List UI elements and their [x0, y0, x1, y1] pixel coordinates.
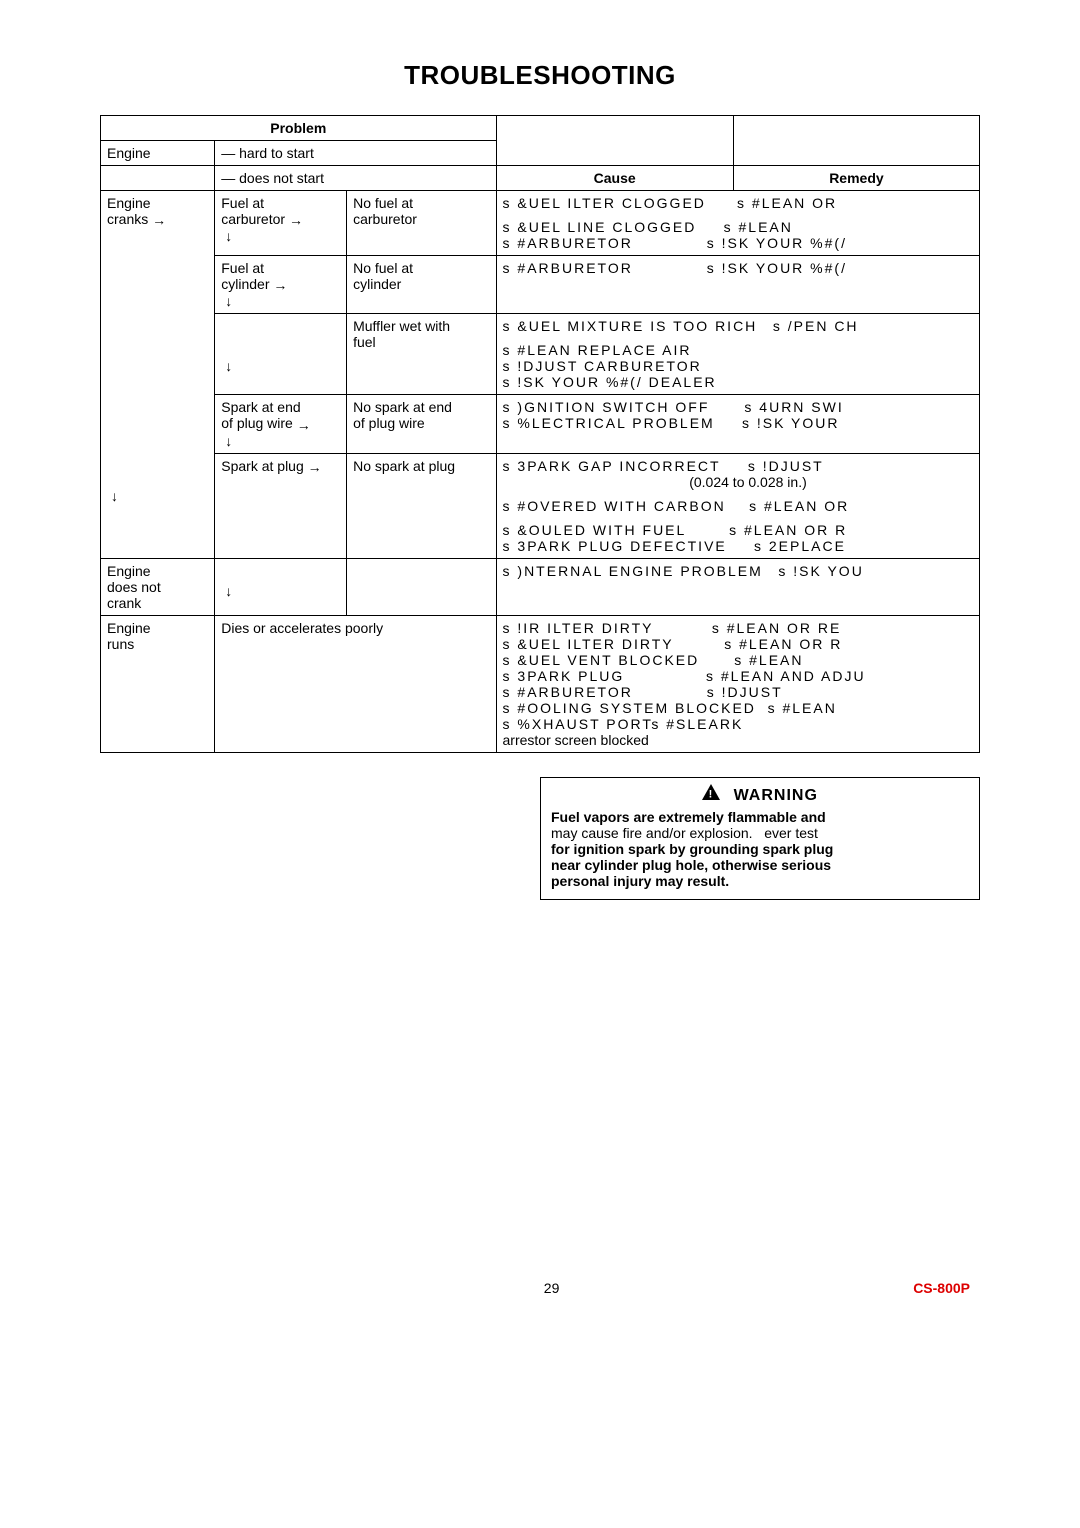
cell-muffler-b: fuel	[353, 334, 376, 350]
cell-hard: — hard to start	[215, 141, 496, 166]
remedy: !DJUST	[707, 684, 783, 700]
cell-cranks-a: Engine	[107, 195, 151, 211]
remedy: !DJUST	[748, 458, 824, 474]
cell-nosparkwire-b: of plug wire	[353, 415, 425, 431]
cause: %XHAUST PORTs #SLEARK	[503, 716, 744, 732]
arrow-down-icon: ↓	[221, 358, 340, 374]
cause: #ARBURETOR	[503, 684, 633, 700]
header-problem: Problem	[101, 116, 497, 141]
remedy: /PEN CH	[773, 318, 859, 334]
cell-sparkwire-a: Spark at end	[221, 399, 300, 415]
cause: #OVERED WITH CARBON	[503, 498, 726, 514]
remedy: #LEAN OR R	[729, 522, 847, 538]
cell-nocrank-c: crank	[107, 595, 141, 611]
arrow-down-icon: ↓	[221, 433, 340, 449]
warning-box: ! WARNING Fuel vapors are extremely flam…	[540, 777, 980, 900]
remedy: !SK YOU	[778, 563, 863, 579]
cell-engine: Engine	[101, 141, 215, 166]
cause: 3PARK PLUG	[503, 668, 625, 684]
arrow-right-icon: →	[289, 212, 303, 228]
arrow-right-icon: →	[152, 212, 166, 228]
cell-fuelcarb-b: carburetor	[221, 211, 285, 227]
cause: &UEL MIXTURE IS TOO RICH	[503, 318, 758, 334]
remedy: 2EPLACE	[754, 538, 846, 554]
page-title: TROUBLESHOOTING	[100, 60, 980, 91]
arrow-right-icon: →	[308, 459, 322, 475]
cell-runs-a: Engine	[107, 620, 151, 636]
remedy: !SK YOUR %#(/ DEALER	[503, 374, 717, 390]
cell-fuelcyl-a: Fuel at	[221, 260, 264, 276]
cause-sub: (0.024 to 0.028 in.)	[689, 474, 807, 490]
remedy: !SK YOUR %#(/	[707, 235, 847, 251]
arrow-down-icon: ↓	[221, 583, 340, 599]
remedy: #LEAN	[768, 700, 837, 716]
cause: #ARBURETOR	[503, 235, 633, 251]
cell-sparkwire-b: of plug wire	[221, 415, 293, 431]
troubleshooting-table: Problem Engine — hard to start — does no…	[100, 115, 980, 753]
svg-text:!: !	[709, 788, 714, 800]
cell-nosparkplug: No spark at plug	[353, 458, 455, 474]
cause-sub: arrestor screen blocked	[503, 732, 649, 748]
cell-nofuelcyl-b: cylinder	[353, 276, 401, 292]
remedy: !DJUST CARBURETOR	[503, 358, 702, 374]
remedy: !SK YOUR	[742, 415, 840, 431]
cause: !IR ILTER DIRTY	[503, 620, 654, 636]
remedy: #LEAN	[724, 219, 793, 235]
cell-fuelcyl-b: cylinder	[221, 276, 269, 292]
cause: 3PARK PLUG DEFECTIVE	[503, 538, 727, 554]
cell-cranks-b: cranks	[107, 211, 148, 227]
cell-nosparkwire-a: No spark at end	[353, 399, 452, 415]
cause: %LECTRICAL PROBLEM	[503, 415, 715, 431]
arrow-down-icon: ↓	[107, 488, 182, 504]
page-footer: 29 CS-800P	[100, 1280, 980, 1296]
arrow-right-icon: →	[273, 277, 287, 293]
remedy: #LEAN OR RE	[712, 620, 841, 636]
warning-icon: !	[702, 787, 725, 804]
cause: &OULED WITH FUEL	[503, 522, 687, 538]
cause: &UEL LINE CLOGGED	[503, 219, 697, 235]
cell-dies: Dies or accelerates poorly	[215, 615, 496, 752]
remedy: !SK YOUR %#(/	[707, 260, 847, 276]
cause: )GNITION SWITCH OFF	[503, 399, 710, 415]
remedy: #LEAN	[734, 652, 803, 668]
cell-muffler-a: Muffler wet with	[353, 318, 450, 334]
warning-text: Fuel vapors are extremely flammable and …	[551, 809, 969, 889]
remedy: #LEAN OR	[737, 195, 837, 211]
remedy: #LEAN AND ADJU	[706, 668, 866, 684]
cell-nofuelcyl-a: No fuel at	[353, 260, 413, 276]
cell-nofuelcarb-b: carburetor	[353, 211, 417, 227]
remedy: #LEAN OR R	[724, 636, 842, 652]
cell-nocrank-b: does not	[107, 579, 161, 595]
header-remedy: Remedy	[733, 166, 979, 191]
cause: )NTERNAL ENGINE PROBLEM	[503, 563, 763, 579]
remedy: #LEAN REPLACE AIR	[503, 342, 692, 358]
cell-sparkplug: Spark at plug	[221, 458, 304, 474]
arrow-right-icon: →	[297, 417, 311, 433]
warning-label: WARNING	[734, 787, 818, 804]
cause: 3PARK GAP INCORRECT	[503, 458, 721, 474]
arrow-down-icon: ↓	[221, 228, 340, 244]
cause: &UEL VENT BLOCKED	[503, 652, 700, 668]
arrow-down-icon: ↓	[221, 293, 340, 309]
cell-fuelcarb-a: Fuel at	[221, 195, 264, 211]
remedy: #LEAN OR	[749, 498, 849, 514]
cell-notstart: — does not start	[215, 166, 496, 191]
cause: &UEL ILTER CLOGGED	[503, 195, 706, 211]
cause: #ARBURETOR	[503, 260, 633, 276]
cause: &UEL ILTER DIRTY	[503, 636, 674, 652]
model-number: CS-800P	[913, 1280, 970, 1296]
cell-nofuelcarb-a: No fuel at	[353, 195, 413, 211]
cell-runs-b: runs	[107, 636, 134, 652]
cause: #OOLING SYSTEM BLOCKED	[503, 700, 756, 716]
header-cause: Cause	[496, 166, 733, 191]
cell-nocrank-a: Engine	[107, 563, 151, 579]
page-number: 29	[190, 1280, 913, 1296]
remedy: 4URN SWI	[744, 399, 843, 415]
